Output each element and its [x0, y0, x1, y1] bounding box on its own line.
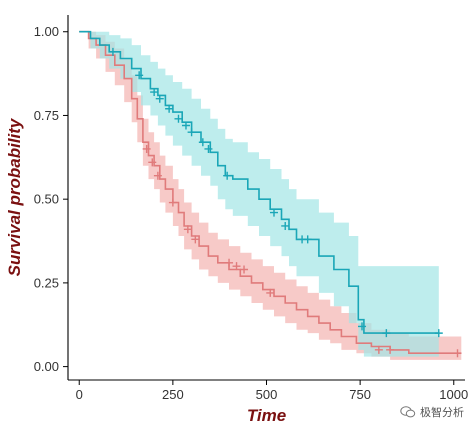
censor-mark [174, 114, 183, 123]
censor-mark [198, 138, 207, 147]
y-tick-label: 0.75 [34, 108, 59, 123]
tick-labels: 0 250 500 750 1000 0.00 0.25 0.50 0.75 1.00 [34, 24, 469, 402]
axes [63, 15, 465, 385]
censor-mark [453, 349, 462, 358]
censor-mark [434, 329, 443, 338]
censor-mark [183, 225, 192, 234]
censor-mark [165, 104, 174, 113]
watermark: 极智分析 [400, 404, 464, 420]
survival-curves [79, 30, 462, 354]
censor-mark [303, 235, 312, 244]
censor-mark [266, 288, 275, 297]
survival-curve-1 [79, 30, 439, 334]
y-tick-label: 0.00 [34, 359, 59, 374]
censor-mark [223, 171, 232, 180]
censor-mark [382, 329, 391, 338]
confidence-bands [79, 31, 462, 360]
x-tick-label: 250 [162, 387, 184, 402]
censor-mark [232, 262, 241, 271]
x-axis-title: Time [247, 406, 286, 425]
censor-mark [204, 144, 213, 153]
censor-mark [191, 235, 200, 244]
censor-mark [135, 71, 144, 80]
x-tick-label: 1000 [439, 387, 468, 402]
censor-mark [168, 198, 177, 207]
censor-mark [181, 121, 190, 130]
x-tick-label: 0 [76, 387, 83, 402]
censor-mark [108, 47, 117, 56]
censor-mark [269, 208, 278, 217]
x-tick-label: 750 [349, 387, 371, 402]
censor-marks [108, 47, 462, 358]
censor-mark [153, 171, 162, 180]
watermark-text: 极智分析 [420, 406, 464, 419]
censor-mark [358, 322, 367, 331]
survival-curve-0 [79, 30, 462, 354]
censor-mark [148, 158, 157, 167]
censor-mark [142, 144, 151, 153]
y-tick-label: 0.25 [34, 275, 59, 290]
censor-mark [187, 128, 196, 137]
x-tick-label: 500 [256, 387, 278, 402]
censor-mark [374, 345, 383, 354]
y-axis-title: Survival probability [5, 117, 24, 276]
censor-mark [150, 88, 159, 97]
y-tick-label: 1.00 [34, 24, 59, 39]
wechat-icon [400, 406, 416, 418]
censor-mark [240, 265, 249, 274]
censor-mark [155, 94, 164, 103]
y-tick-label: 0.50 [34, 192, 59, 207]
censor-mark [386, 345, 395, 354]
censor-mark [225, 258, 234, 267]
censor-mark [281, 221, 290, 230]
